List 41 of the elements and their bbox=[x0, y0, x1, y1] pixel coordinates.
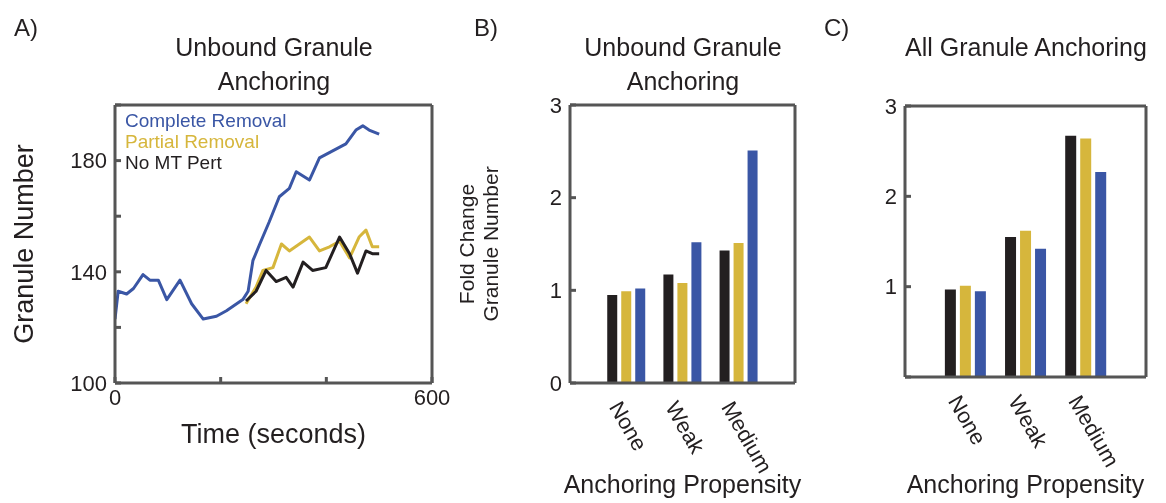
x-axis-title: Anchoring Propensity bbox=[906, 470, 1145, 498]
text: No MT Pert bbox=[125, 152, 223, 173]
x-tick-label: 600 bbox=[413, 384, 451, 410]
bar bbox=[1065, 135, 1077, 377]
text: C) bbox=[824, 14, 850, 42]
chart-title: All Granule Anchoring bbox=[904, 32, 1148, 63]
bar bbox=[691, 242, 702, 383]
text: B) bbox=[474, 14, 498, 42]
bar bbox=[635, 288, 646, 383]
y-tick-label: 3 bbox=[884, 93, 897, 119]
bar bbox=[747, 150, 758, 383]
bar bbox=[677, 282, 688, 383]
bar bbox=[974, 291, 986, 377]
bar bbox=[621, 291, 632, 383]
bar bbox=[1080, 138, 1092, 377]
y-tick-label: 100 bbox=[70, 370, 107, 396]
chart-title: Unbound Granule Anchoring bbox=[174, 32, 374, 97]
y-tick-label: 1 bbox=[884, 274, 897, 300]
y-tick-label: 2 bbox=[549, 185, 562, 211]
bar bbox=[959, 285, 971, 377]
y-tick-label: 3 bbox=[549, 92, 562, 118]
y-axis-title: Fold Change Granule Number bbox=[455, 166, 502, 322]
y-tick-label: 2 bbox=[884, 184, 897, 210]
chart-title: Unbound Granule Anchoring bbox=[584, 33, 782, 95]
bar bbox=[719, 250, 730, 383]
text: Complete Removal bbox=[125, 110, 287, 131]
x-axis-title: Time (seconds) bbox=[180, 419, 367, 449]
bar bbox=[1095, 171, 1107, 377]
text: Partial Removal bbox=[125, 131, 261, 152]
bar bbox=[1020, 230, 1032, 377]
y-tick-label: 180 bbox=[70, 148, 107, 174]
y-tick-label: 140 bbox=[70, 259, 107, 285]
y-tick-label: 1 bbox=[549, 278, 562, 304]
bar bbox=[1005, 236, 1017, 377]
bar bbox=[1035, 248, 1047, 377]
text: A) bbox=[14, 14, 38, 42]
bar bbox=[663, 274, 674, 383]
bar bbox=[733, 243, 744, 383]
y-axis-title: Granule Number bbox=[9, 144, 39, 344]
bar bbox=[944, 289, 956, 377]
bar bbox=[607, 294, 618, 383]
